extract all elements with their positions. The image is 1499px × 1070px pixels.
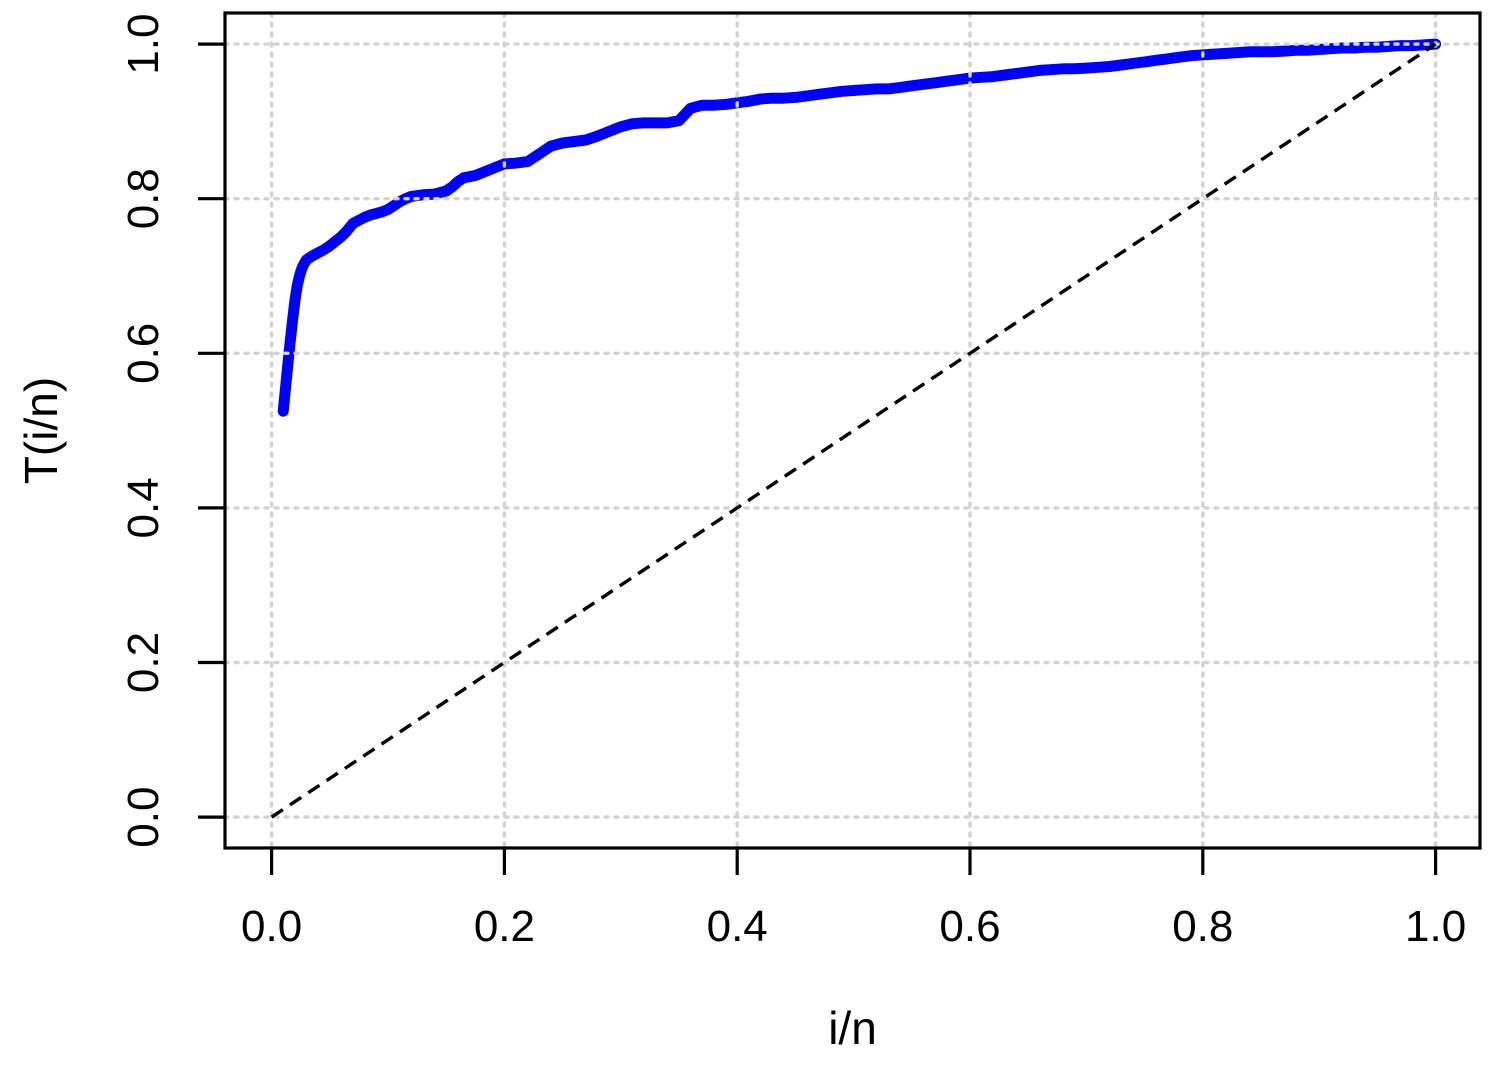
y-tick-label: 0.0 [119,787,168,848]
ttt-curve-line [277,38,1442,417]
reference-diagonal-line [270,42,1437,819]
x-tick-label: 0.8 [1172,902,1233,951]
y-tick-label: 0.2 [119,632,168,693]
y-tick-label: 0.8 [119,168,168,229]
axes-frame-layer [198,11,1482,875]
y-tick-label: 0.6 [119,323,168,384]
x-axis-label: i/n [828,1002,877,1054]
x-tick-label: 0.4 [707,902,768,951]
x-tick-label: 0.6 [939,902,1000,951]
y-axis-label: T(i/n) [15,377,67,484]
y-tick-label: 1.0 [119,14,168,75]
ttt-curve-layer [277,38,1442,417]
plot-box [223,11,1482,850]
x-tick-label: 1.0 [1405,902,1466,951]
tick-labels-layer: 0.0 0.2 0.4 0.6 0.8 1.0 0.0 0.2 0.4 0.6 0.8 1.0 [119,14,1466,951]
x-tick-label: 0.0 [241,902,302,951]
reference-line-layer [270,42,1437,819]
y-tick-label: 0.4 [119,477,168,538]
x-tick-label: 0.2 [474,902,535,951]
gridlines-layer [223,11,1482,850]
